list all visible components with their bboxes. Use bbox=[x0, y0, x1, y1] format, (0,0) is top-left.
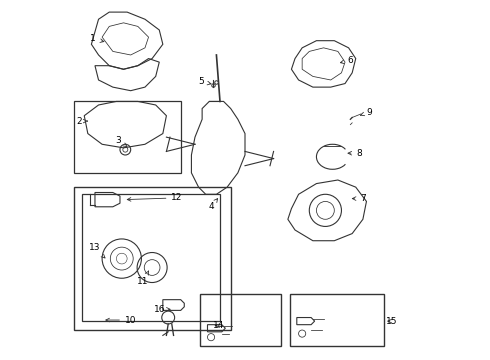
Bar bbox=[82, 194, 220, 321]
Text: 1: 1 bbox=[90, 35, 104, 44]
Text: 8: 8 bbox=[348, 149, 362, 158]
Text: 4: 4 bbox=[208, 199, 218, 211]
Bar bbox=[200, 294, 281, 346]
Text: 12: 12 bbox=[127, 193, 183, 202]
Text: 7: 7 bbox=[352, 194, 366, 203]
Text: 16: 16 bbox=[154, 305, 170, 314]
Text: 15: 15 bbox=[386, 316, 397, 325]
Bar bbox=[74, 187, 231, 330]
Text: 3: 3 bbox=[115, 136, 127, 147]
Bar bbox=[74, 102, 181, 173]
Text: 5: 5 bbox=[198, 77, 211, 86]
Text: 10: 10 bbox=[106, 315, 136, 324]
Text: 2: 2 bbox=[76, 117, 87, 126]
Text: 11: 11 bbox=[137, 271, 149, 285]
Text: 14: 14 bbox=[213, 321, 224, 330]
Text: 13: 13 bbox=[89, 243, 105, 258]
Text: 9: 9 bbox=[361, 108, 372, 117]
Bar bbox=[290, 294, 384, 346]
Text: 6: 6 bbox=[341, 56, 353, 65]
